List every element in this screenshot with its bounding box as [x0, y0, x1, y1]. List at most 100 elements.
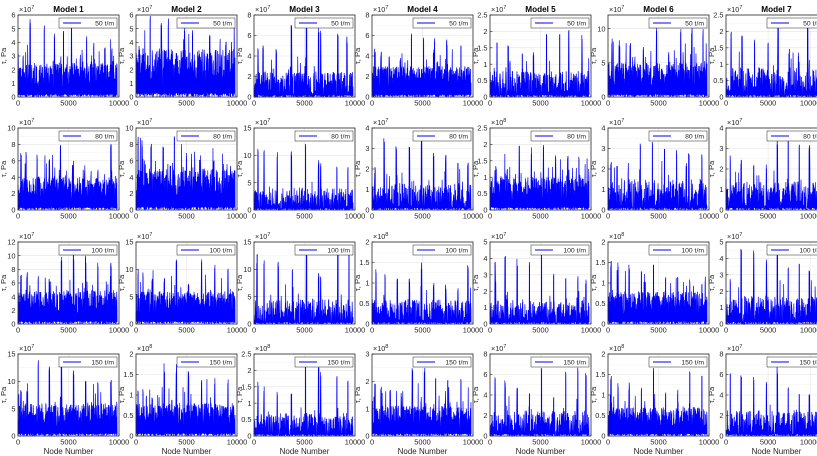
legend: 150 t/m: [58, 356, 118, 368]
y-axis-label: τ, Pa: [589, 386, 598, 403]
y-tick-label: 2: [365, 238, 369, 247]
y-axis-label: τ, Pa: [471, 274, 480, 291]
y-tick-label: 0: [11, 206, 15, 215]
y-tick-label: 0: [365, 320, 369, 329]
y-exponent-label: ×107: [373, 5, 388, 14]
x-tick-label: 10000: [463, 212, 484, 221]
x-ticks: 0 5000 10000: [370, 433, 483, 447]
y-tick-label: 2: [483, 140, 487, 149]
y-tick-label: 2: [719, 411, 723, 420]
x-tick-label: 0: [606, 438, 610, 447]
y-exponent-label: ×108: [373, 344, 388, 353]
y-tick-label: 5: [247, 178, 251, 187]
legend: 100 t/m: [648, 244, 708, 256]
y-exponent-label: ×107: [491, 5, 506, 14]
y-tick-label: 8: [719, 350, 723, 359]
y-tick-label: 15: [125, 238, 133, 247]
subplot-r2-c3: 0 5 10 15 0 5000 10000 ×107 τ, Pa 80 t/m: [235, 118, 365, 221]
legend-label: 80 t/m: [803, 133, 817, 140]
y-tick-label: 8: [129, 140, 133, 149]
y-ticks: 0 1 2 3: [365, 350, 375, 441]
legend: 80 t/m: [412, 130, 472, 142]
y-exponent-label: ×107: [255, 232, 270, 241]
y-tick-label: 10: [125, 124, 133, 133]
x-tick-label: 0: [724, 212, 728, 221]
x-tick-label: 0: [606, 212, 610, 221]
x-ticks: 0 5000 10000: [134, 94, 248, 108]
subplot-title: Model 3: [289, 5, 320, 14]
legend: 150 t/m: [530, 356, 590, 368]
x-tick-label: 10000: [345, 326, 366, 335]
y-ticks: 0 0.5 1 1.5 2 2.5: [241, 350, 257, 441]
y-ticks: 0 0.5 1 1.5 2 2.5: [477, 124, 493, 215]
y-exponent-label: ×107: [137, 118, 152, 127]
x-tick-label: 5000: [178, 99, 194, 108]
y-tick-label: 0: [129, 93, 133, 102]
legend: 80 t/m: [766, 130, 817, 142]
x-ticks: 0 5000 10000: [252, 94, 365, 108]
y-tick-label: 4: [719, 124, 723, 133]
axes-frame: [725, 14, 817, 98]
y-exponent-label: ×108: [609, 344, 624, 353]
x-ticks: 0 5000 10000: [16, 321, 130, 335]
y-tick-label: 6: [719, 370, 723, 379]
x-tick-label: 0: [606, 99, 610, 108]
x-tick-label: 0: [606, 326, 610, 335]
y-tick-label: 5: [483, 238, 487, 247]
y-tick-label: 6: [11, 156, 15, 165]
y-axis-label: τ, Pa: [707, 47, 716, 64]
y-axis-label: τ, Pa: [353, 47, 362, 64]
subplot-r4-c2: 0 0.5 1 1.5 2 0 5000 10000 ×108 τ, Pa Node Number 1…: [117, 344, 247, 456]
y-exponent-label: ×107: [727, 118, 742, 127]
x-tick-label: 10000: [227, 212, 248, 221]
y-tick-label: 3: [719, 144, 723, 153]
y-tick-label: 1: [365, 279, 369, 288]
legend: 80 t/m: [58, 130, 118, 142]
y-axis-label: τ, Pa: [353, 386, 362, 403]
y-axis-label: τ, Pa: [707, 386, 716, 403]
series-line: [371, 138, 472, 211]
x-tick-label: 5000: [760, 99, 776, 108]
x-ticks: 0 5000 10000: [252, 321, 366, 335]
y-tick-label: 1.5: [477, 43, 487, 52]
x-tick-label: 10000: [463, 326, 484, 335]
y-ticks: 0 1 2 3 4 5 6: [129, 11, 139, 102]
y-ticks: 0 0.5 1 1.5 2: [595, 350, 611, 441]
legend-box: [412, 130, 472, 142]
y-tick-label: 1: [719, 60, 723, 69]
y-tick-label: 2: [365, 165, 369, 174]
y-tick-label: 1.5: [477, 156, 487, 165]
y-tick-label: 5: [129, 24, 133, 33]
y-exponent-label: ×107: [373, 118, 388, 127]
subplot-r3-c4: 0 0.5 1 1.5 2 0 5000 10000 ×108 τ, Pa 100 t/m: [353, 232, 483, 335]
legend-box: [294, 244, 354, 256]
y-tick-label: 2: [11, 189, 15, 198]
y-axis-label: τ, Pa: [353, 274, 362, 291]
legend: 50 t/m: [176, 17, 236, 29]
legend: 100 t/m: [412, 244, 472, 256]
y-tick-label: 0.5: [477, 189, 487, 198]
y-axis-label: τ, Pa: [589, 47, 598, 64]
y-axis-label: τ, Pa: [471, 47, 480, 64]
y-tick-label: 1: [719, 185, 723, 194]
legend: 50 t/m: [412, 17, 472, 29]
series-line: [253, 246, 354, 326]
series-line: [253, 17, 354, 99]
y-tick-label: 2: [11, 65, 15, 74]
legend-box: [648, 244, 708, 256]
legend-label: 80 t/m: [95, 133, 114, 140]
y-tick-label: 1: [483, 60, 487, 69]
y-exponent-label: ×107: [19, 344, 34, 353]
x-tick-label: 5000: [760, 326, 776, 335]
x-tick-label: 5000: [650, 326, 666, 335]
y-tick-label: 0: [719, 320, 723, 329]
y-tick-label: 0: [719, 206, 723, 215]
subplot-r4-c3: 0 0.5 1 1.5 2 2.5 0 5000 10000 ×108 τ, Pa Node Numb…: [235, 344, 365, 456]
x-tick-label: 10000: [109, 326, 130, 335]
y-ticks: 0 0.5 1 1.5 2: [359, 238, 375, 329]
legend-box: [648, 356, 708, 368]
x-tick-label: 10000: [227, 99, 248, 108]
y-tick-label: 0.5: [595, 411, 605, 420]
y-tick-label: 10: [125, 265, 133, 274]
legend-label: 150 t/m: [327, 359, 350, 366]
